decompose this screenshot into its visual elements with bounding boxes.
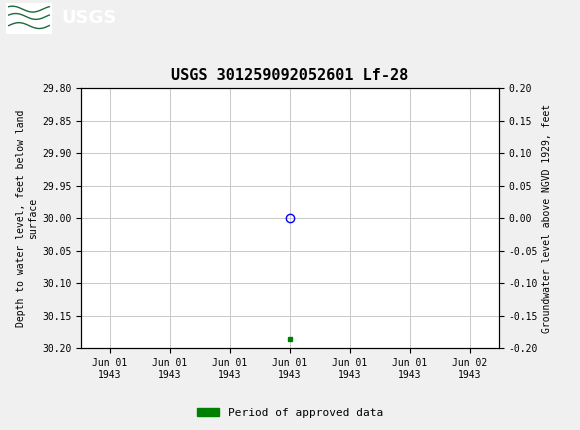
Y-axis label: Groundwater level above NGVD 1929, feet: Groundwater level above NGVD 1929, feet <box>542 104 552 333</box>
Text: USGS: USGS <box>61 9 116 27</box>
FancyBboxPatch shape <box>6 3 52 34</box>
Y-axis label: Depth to water level, feet below land
surface: Depth to water level, feet below land su… <box>16 110 38 327</box>
Title: USGS 301259092052601 Lf-28: USGS 301259092052601 Lf-28 <box>171 68 409 83</box>
Legend: Period of approved data: Period of approved data <box>193 403 387 422</box>
